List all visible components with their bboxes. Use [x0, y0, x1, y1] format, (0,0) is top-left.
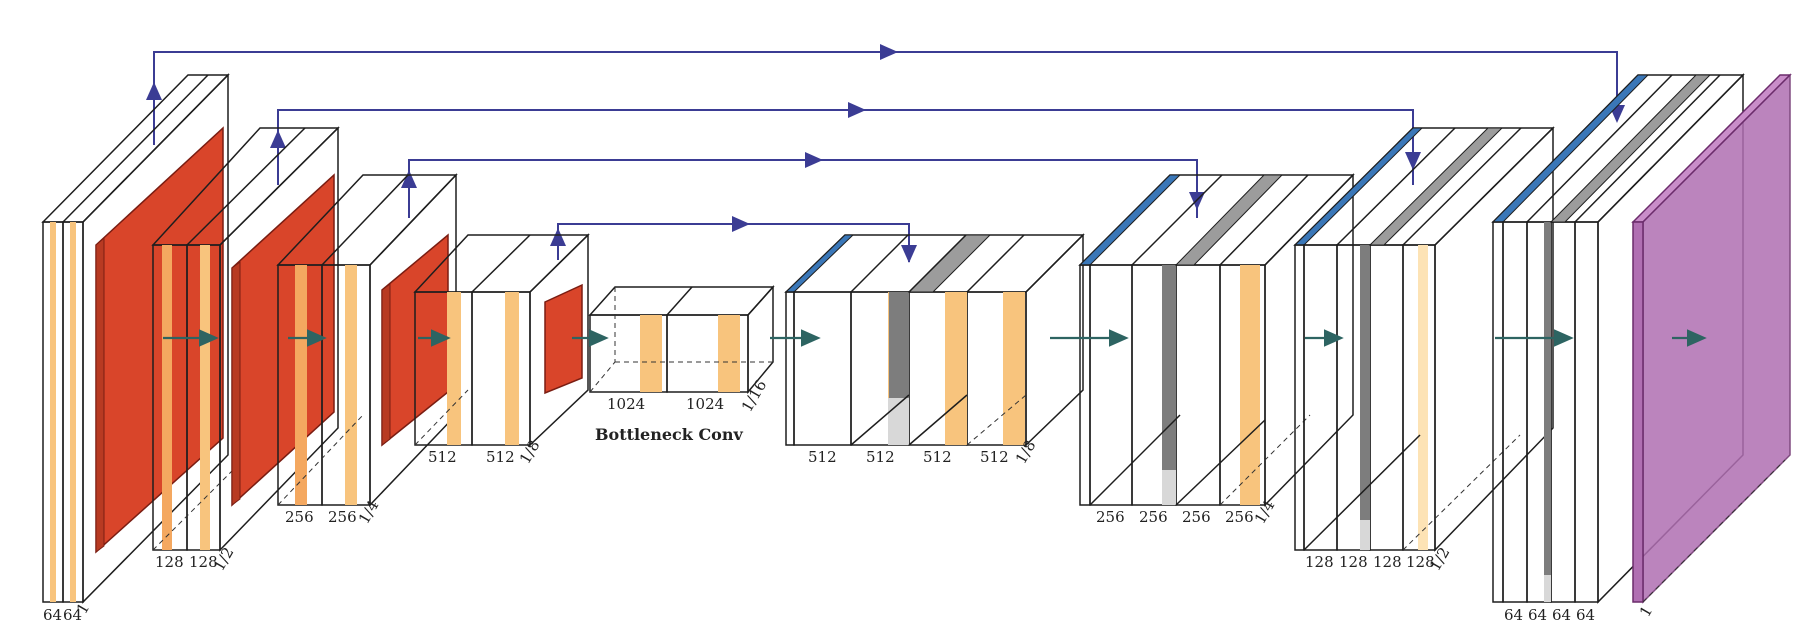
scale-label: 1/16 [738, 377, 770, 415]
channel-label: 256 [1182, 508, 1211, 526]
channel-label: 64 [1504, 606, 1523, 624]
channel-label: 256 [1139, 508, 1168, 526]
encoder-stage-2 [151, 126, 340, 552]
channel-label: 128 [1373, 553, 1402, 571]
channel-label: 64 [1552, 606, 1571, 624]
channel-label: 512 [808, 448, 837, 466]
scale-label: 1 [1636, 603, 1656, 620]
encoder-labels: 64 64 1 128 128 1/2 256 256 1/4 512 512 … [43, 437, 544, 624]
channel-label: 512 [866, 448, 895, 466]
channel-label: 256 [1096, 508, 1125, 526]
channel-label: 1024 [686, 395, 724, 413]
channel-label: 512 [428, 448, 457, 466]
channel-label: 64 [1528, 606, 1547, 624]
channel-label: 128 [155, 553, 184, 571]
skip-connection-level2 [270, 102, 1421, 185]
channel-label: 128 [1339, 553, 1368, 571]
decoder-labels: 512 512 512 512 1/8 256 256 256 256 1/4 … [808, 437, 1595, 624]
channel-label: 128 [1305, 553, 1334, 571]
decoder-stage-1 [784, 233, 1085, 447]
channel-label: 128 [1406, 553, 1435, 571]
encoder-stage-4 [413, 233, 590, 447]
bottleneck-title: Bottleneck Conv [595, 425, 743, 444]
channel-label: 512 [486, 448, 515, 466]
channel-label: 64 [1576, 606, 1595, 624]
bottleneck-labels: 1024 1024 1/16 Bottleneck Conv [595, 377, 770, 444]
encoder-stage-1 [41, 73, 230, 604]
scale-label: 1/8 [516, 437, 544, 467]
channel-label: 64 [43, 606, 62, 624]
maxpool-layer [231, 173, 335, 507]
skip-connection-level4 [550, 216, 917, 263]
channel-label: 512 [980, 448, 1009, 466]
skip-connection-level3 [401, 152, 1205, 218]
channel-label: 128 [189, 553, 218, 571]
skip-connection-level1 [146, 44, 1625, 145]
bottleneck-block [588, 285, 775, 395]
encoder-stage-3 [276, 173, 458, 507]
channel-label: 1024 [607, 395, 645, 413]
output-segmentation-layer [1631, 73, 1792, 604]
channel-label: 256 [328, 508, 357, 526]
channel-label: 256 [285, 508, 314, 526]
channel-label: 256 [1225, 508, 1254, 526]
decoder-stage-2 [1078, 173, 1355, 507]
decoder-stage-3 [1293, 126, 1555, 552]
channel-label: 64 [63, 606, 82, 624]
output-labels: 1 [1636, 603, 1656, 620]
scale-label: 1/4 [355, 497, 383, 527]
channel-label: 512 [923, 448, 952, 466]
maxpool-layer [544, 283, 583, 395]
